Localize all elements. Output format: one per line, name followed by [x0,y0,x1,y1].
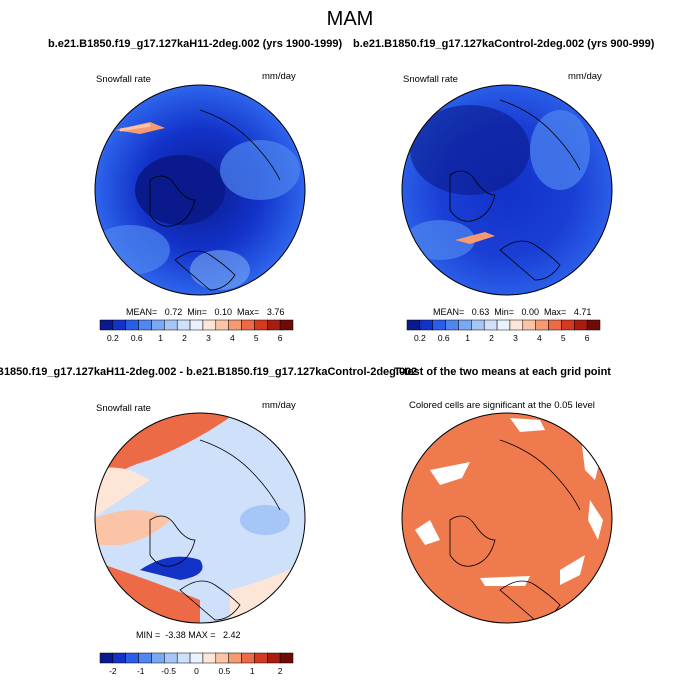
colorbar-swatch [138,652,152,664]
colorbar-swatch [215,319,229,331]
colorbar-swatch [151,319,165,331]
colorbar-swatch [112,652,126,664]
colorbar-swatch [215,652,229,664]
colorbar-tick-label: 0.5 [218,666,230,676]
panel1-units: mm/day [262,71,296,82]
colorbar-tick-label: 0.2 [414,333,426,343]
colorbar-tick-label: 3 [513,333,518,343]
panel2-variable: Snowfall rate [403,74,458,85]
colorbar-swatch [254,652,268,664]
colorbar-swatch [406,319,421,331]
panel3-units: mm/day [262,400,296,411]
panel3-variable: Snowfall rate [96,403,151,414]
colorbar-tick-label: 0.6 [438,333,450,343]
colorbar-swatch [176,319,191,331]
colorbar-swatch [202,319,217,331]
panel1-stats: MEAN= 0.72 Min= 0.10 Max= 3.76 [126,307,285,317]
panel1-map [95,85,305,295]
main-title: MAM [326,8,374,30]
colorbar-swatch [228,319,242,331]
colorbar-tick-label: -0.5 [161,666,176,676]
panel1-variable: Snowfall rate [96,74,151,85]
colorbar-swatch [574,319,588,331]
panel3-stats: MIN = -3.38 MAX = 2.42 [136,630,241,640]
colorbar-swatch [241,652,255,664]
colorbar-swatch [99,319,114,331]
colorbar-swatch [279,652,294,664]
colorbar-tick-label: 5 [561,333,566,343]
colorbar-panel3: -2 -1 -0.5 0 0.5 1 2 [99,652,294,676]
colorbar-tick-label: 6 [278,333,283,343]
colorbar-tick-label: 2 [489,333,494,343]
colorbar-swatch [241,319,255,331]
colorbar-swatch [125,319,139,331]
colorbar-swatch [586,319,601,331]
colorbar-swatch [254,319,268,331]
colorbar-swatch [125,652,139,664]
colorbar-swatch [267,319,281,331]
colorbar-tick-label: 4 [230,333,235,343]
colorbar-swatch [267,652,281,664]
colorbar-tick-label: 1 [465,333,470,343]
panel1-title: b.e21.B1850.f19_g17.127kaH11-2deg.002 (y… [48,38,343,50]
colorbar-swatch [458,319,472,331]
colorbar-tick-label: 2 [182,333,187,343]
colorbar-swatch [496,319,511,331]
colorbar-tick-label: 6 [585,333,590,343]
panel3-map [95,413,305,623]
panel2-units: mm/day [568,71,602,82]
colorbar-swatch [138,319,152,331]
colorbar-swatch [279,319,294,331]
colorbar-tick-label: 0.2 [107,333,119,343]
colorbar-tick-label: 3 [206,333,211,343]
colorbar-swatch [228,652,242,664]
colorbar-tick-label: 2 [278,666,283,676]
colorbar-swatch [176,652,191,664]
colorbar-panel2: 0.2 0.6 1 2 3 4 5 6 [406,319,601,343]
colorbar-swatch [419,319,433,331]
colorbar-swatch [202,652,217,664]
colorbar-tick-label: 4 [537,333,542,343]
colorbar-swatch [561,319,575,331]
panel2-stats: MEAN= 0.63 Min= 0.00 Max= 4.71 [433,307,592,317]
colorbar-swatch [151,652,165,664]
colorbar-swatch [548,319,562,331]
panel4-subtitle: Colored cells are significant at the 0.0… [409,400,595,411]
colorbar-tick-label: 5 [254,333,259,343]
colorbar-swatch [112,319,126,331]
colorbar-swatch [189,652,204,664]
colorbar-swatch [471,319,485,331]
colorbar-tick-label: -2 [109,666,117,676]
colorbar-tick-label: -1 [137,666,145,676]
colorbar-panel1: 0.2 0.6 1 2 3 4 5 6 [99,319,294,343]
colorbar-tick-label: 1 [250,666,255,676]
colorbar-tick-label: 0.6 [131,333,143,343]
colorbar-tick-label: 0 [194,666,199,676]
panel2-title: b.e21.B1850.f19_g17.127kaControl-2deg.00… [353,38,655,50]
panel4-map [402,413,612,623]
colorbar-swatch [483,319,498,331]
colorbar-swatch [189,319,204,331]
colorbar-swatch [164,652,178,664]
panel3-title-text: B1850.f19_g17.127kaH11-2deg.002 - b.e21.… [0,366,418,378]
colorbar-swatch [445,319,459,331]
panel4-title-text: T-test of the two means at each grid poi… [394,366,611,378]
colorbar-tick-label: 1 [158,333,163,343]
colorbar-swatch [522,319,536,331]
colorbar-swatch [509,319,524,331]
colorbar-swatch [432,319,446,331]
panel2-map [402,85,612,295]
colorbar-swatch [164,319,178,331]
colorbar-swatch [535,319,549,331]
colorbar-swatch [99,652,114,664]
